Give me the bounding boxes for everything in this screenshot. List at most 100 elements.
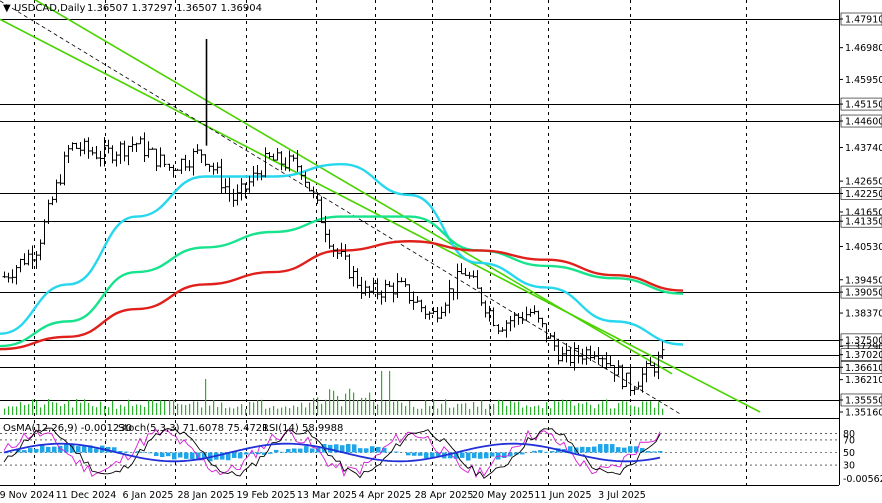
- volume-bar: [433, 399, 435, 415]
- osma-bar: [190, 452, 195, 460]
- price-bar: [187, 159, 192, 172]
- price-bar: [648, 357, 653, 366]
- price-bar: [391, 282, 396, 303]
- osma-bar: [346, 444, 351, 453]
- volume-bar: [610, 408, 612, 415]
- volume-bar: [353, 392, 355, 415]
- date-tick-label: 28 Apr 2025: [415, 490, 474, 501]
- osma-bar: [490, 452, 495, 457]
- price-bar: [175, 168, 180, 171]
- volume-bar: [502, 400, 504, 415]
- osma-bar: [178, 452, 183, 458]
- volume-bar: [72, 407, 74, 415]
- volume-bar: [345, 393, 347, 415]
- price-bar: [82, 138, 87, 155]
- price-bar: [355, 268, 360, 289]
- volume-bar: [40, 407, 42, 415]
- volume-bar: [297, 406, 299, 415]
- price-bar: [479, 287, 484, 306]
- osma-bar: [262, 452, 267, 455]
- price-bar: [283, 157, 288, 171]
- price-bar: [411, 291, 416, 310]
- osma-bar: [268, 452, 273, 454]
- price-bar: [14, 264, 19, 285]
- osma-bar: [544, 451, 549, 453]
- price-tick-label: 1.45150: [845, 100, 882, 111]
- price-bar: [459, 263, 464, 275]
- price-bar: [142, 132, 147, 163]
- volume-bar: [417, 408, 419, 415]
- volume-bar: [249, 401, 251, 415]
- price-bar: [431, 306, 436, 315]
- price-bar: [110, 145, 115, 164]
- volume-bar: [365, 397, 367, 415]
- osma-bar: [580, 446, 585, 453]
- price-tick-label: 1.35160: [845, 408, 882, 419]
- volume-bar: [28, 404, 30, 415]
- volume-bar: [136, 404, 138, 415]
- volume-bar: [662, 408, 664, 415]
- volume-bar: [225, 408, 227, 415]
- volume-bar: [12, 406, 14, 415]
- volume-bar: [32, 399, 34, 415]
- price-tick-label: 1.36610: [845, 363, 882, 374]
- price-bar: [171, 164, 176, 178]
- volume-bar: [518, 401, 520, 415]
- price-bar: [211, 162, 216, 175]
- volume-bar: [481, 400, 483, 415]
- osma-bar: [154, 452, 159, 457]
- price-bar: [588, 345, 593, 362]
- volume-bar: [361, 397, 363, 415]
- price-bar: [576, 344, 581, 364]
- price-bar: [150, 147, 155, 150]
- price-bar: [632, 386, 637, 395]
- symbol-label: USDCAD,Daily: [14, 3, 85, 14]
- volume-bar: [209, 405, 211, 415]
- price-bar: [98, 150, 103, 167]
- volume-bar: [16, 406, 18, 415]
- price-bar: [74, 142, 79, 149]
- osma-bar: [226, 452, 231, 461]
- price-bar: [343, 244, 348, 260]
- osma-bar: [484, 452, 489, 459]
- volume-bar: [80, 402, 82, 415]
- price-bar: [299, 165, 304, 180]
- osma-bar: [508, 452, 513, 457]
- price-tick-label: 1.41650: [845, 207, 882, 218]
- price-bar: [496, 324, 501, 335]
- volume-bar: [618, 403, 620, 415]
- price-bar: [158, 147, 163, 168]
- osma-bar: [430, 452, 435, 458]
- volume-bar: [393, 401, 395, 415]
- volume-bar: [193, 401, 195, 415]
- price-bar: [451, 288, 456, 301]
- price-bar: [435, 307, 440, 323]
- volume-bar: [337, 396, 339, 415]
- volume-bar: [84, 399, 86, 415]
- date-tick-label: 4 Apr 2025: [359, 490, 412, 501]
- osma-bar: [520, 452, 525, 455]
- price-bar: [239, 178, 244, 201]
- price-bar: [475, 270, 480, 289]
- volume-bar: [169, 400, 171, 415]
- osma-bar: [28, 448, 33, 453]
- price-bar: [407, 284, 412, 304]
- price-bar: [78, 142, 83, 157]
- price-tick-label: 1.47910: [845, 15, 882, 26]
- price-bar: [500, 327, 505, 332]
- price-bar: [363, 280, 368, 296]
- date-tick-label: 11 Jun 2025: [534, 490, 591, 501]
- osma-bar: [466, 452, 471, 461]
- volume-bar: [88, 402, 90, 415]
- chart-title-icon: ▼: [3, 3, 11, 14]
- price-bar: [524, 306, 529, 321]
- oscillator-tick-label: 30: [843, 461, 855, 472]
- date-tick-label: 20 May 2025: [472, 490, 534, 501]
- price-bar: [367, 285, 372, 298]
- price-bar: [483, 300, 488, 318]
- osma-bar: [424, 452, 429, 459]
- price-tick-label: 1.43740: [845, 143, 882, 154]
- volume-bar: [485, 408, 487, 415]
- volume-bar: [44, 404, 46, 415]
